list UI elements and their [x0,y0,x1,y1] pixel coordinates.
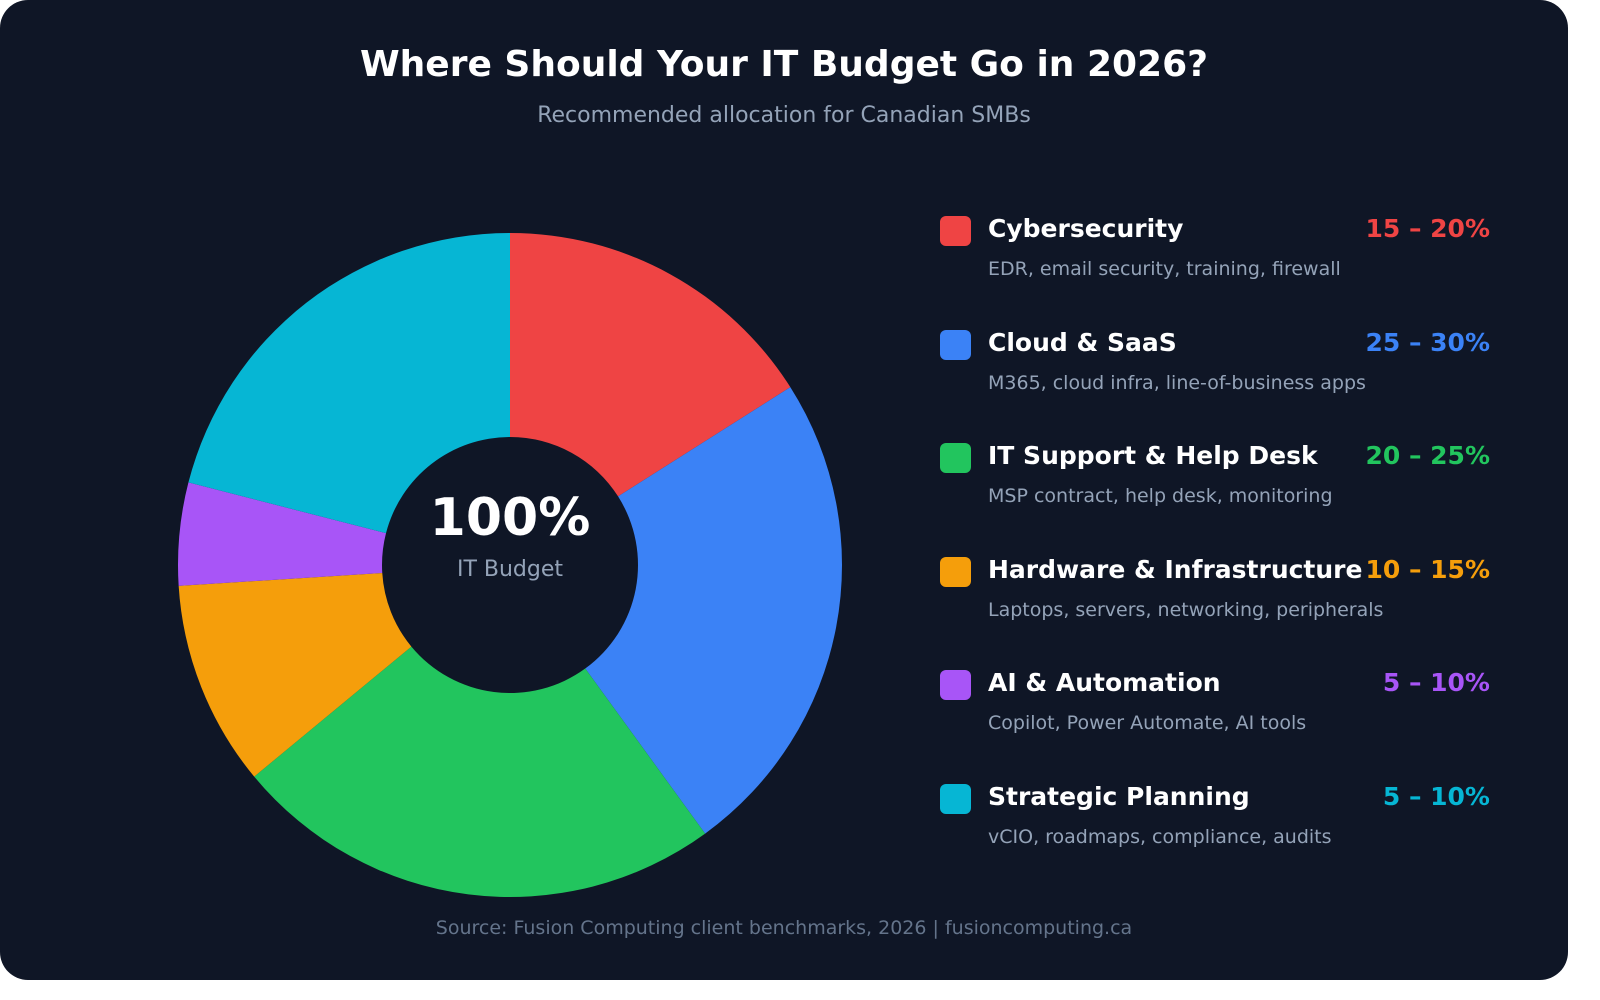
legend-item: Hardware & Infrastructure 10 – 15% Lapto… [940,553,1490,667]
legend-swatch [940,783,971,814]
legend-swatch [940,670,971,701]
legend-description: M365, cloud infra, line-of-business apps [988,371,1366,394]
legend-range: 5 – 10% [1382,781,1490,811]
legend-label: Cybersecurity [988,214,1184,243]
center-label: IT Budget [456,557,564,582]
legend-description: EDR, email security, training, firewall [988,258,1341,280]
legend-swatch [940,329,971,360]
legend-label: Strategic Planning [988,781,1250,811]
legend-swatch [940,216,971,246]
legend-range: 25 – 30% [1365,327,1490,357]
donut-slice-it-support-help-desk [254,646,706,897]
legend-description: vCIO, roadmaps, compliance, audits [988,825,1332,848]
donut-slice-cloud-saas [585,387,842,834]
legend-range: 5 – 10% [1382,668,1490,698]
legend-label: Hardware & Infrastructure [988,554,1363,584]
legend-range: 20 – 25% [1365,441,1490,471]
legend-description: Copilot, Power Automate, AI tools [988,712,1307,735]
legend-item: Cloud & SaaS 25 – 30% M365, cloud infra,… [940,326,1490,440]
legend-label: Cloud & SaaS [988,327,1177,357]
donut-slice-strategic-planning [188,233,510,534]
donut-slice-cybersecurity [510,233,791,497]
legend-label: IT Support & Help Desk [988,441,1318,471]
legend-item: IT Support & Help Desk 20 – 25% MSP cont… [940,439,1490,553]
legend-range: 10 – 15% [1365,554,1490,584]
legend-item: Cybersecurity 15 – 20% EDR, email securi… [940,212,1490,326]
infographic-card: Where Should Your IT Budget Go in 2026? … [0,0,1568,980]
legend-swatch [940,443,971,474]
chart-title: Where Should Your IT Budget Go in 2026? [359,44,1209,85]
legend: Cybersecurity 15 – 20% EDR, email securi… [940,212,1490,894]
donut-chart [178,233,842,897]
legend-item: Strategic Planning 5 – 10% vCIO, roadmap… [940,780,1490,894]
legend-label: AI & Automation [988,668,1221,698]
chart-subtitle: Recommended allocation for Canadian SMBs [537,103,1031,128]
legend-item: AI & Automation 5 – 10% Copilot, Power A… [940,666,1490,780]
source-note: Source: Fusion Computing client benchmar… [435,917,1133,939]
donut-slice-hardware-infrastructure [178,573,412,777]
legend-description: MSP contract, help desk, monitoring [988,485,1333,508]
donut-slice-ai-automation [178,482,387,586]
legend-swatch [940,556,971,587]
center-value: 100% [429,488,591,548]
legend-range: 15 – 20% [1365,214,1490,243]
legend-description: Laptops, servers, networking, peripheral… [988,598,1384,621]
